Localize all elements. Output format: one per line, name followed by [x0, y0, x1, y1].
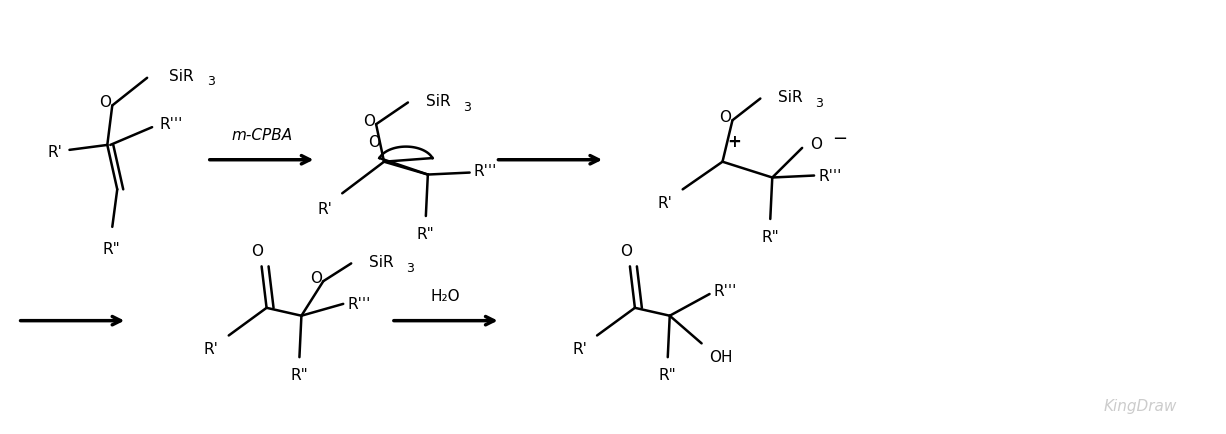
Text: R": R" — [761, 229, 780, 244]
Text: O: O — [99, 95, 112, 110]
Text: 3: 3 — [815, 97, 823, 110]
Text: O: O — [368, 135, 380, 150]
Text: R": R" — [658, 367, 677, 382]
Text: SiR: SiR — [779, 90, 803, 105]
Text: R': R' — [204, 342, 218, 357]
Text: O: O — [620, 244, 631, 259]
Text: R": R" — [103, 241, 120, 256]
Text: 3: 3 — [462, 101, 471, 114]
Text: R''': R''' — [159, 116, 183, 132]
Text: R': R' — [658, 196, 673, 211]
Text: O: O — [310, 270, 322, 285]
Text: R''': R''' — [473, 164, 497, 179]
Text: −: − — [832, 130, 847, 148]
Text: O: O — [720, 109, 732, 125]
Text: R''': R''' — [347, 297, 370, 312]
Text: R''': R''' — [714, 283, 737, 298]
Text: +: + — [727, 132, 742, 151]
Text: SiR: SiR — [169, 69, 194, 84]
Text: R": R" — [417, 227, 435, 241]
Text: m-CPBA: m-CPBA — [230, 128, 292, 143]
Text: R': R' — [318, 202, 332, 217]
Text: O: O — [363, 113, 375, 128]
Text: R": R" — [291, 367, 308, 382]
Text: SiR: SiR — [369, 254, 394, 270]
Text: H₂O: H₂O — [432, 288, 461, 303]
Text: 3: 3 — [406, 261, 414, 274]
Text: R': R' — [573, 342, 587, 357]
Text: OH: OH — [710, 349, 733, 365]
Text: O: O — [810, 137, 823, 152]
Text: 3: 3 — [207, 75, 215, 88]
Text: SiR: SiR — [425, 94, 450, 109]
Text: KingDraw: KingDraw — [1105, 398, 1177, 414]
Text: R''': R''' — [818, 169, 841, 184]
Text: R': R' — [48, 145, 63, 160]
Text: O: O — [251, 244, 264, 259]
